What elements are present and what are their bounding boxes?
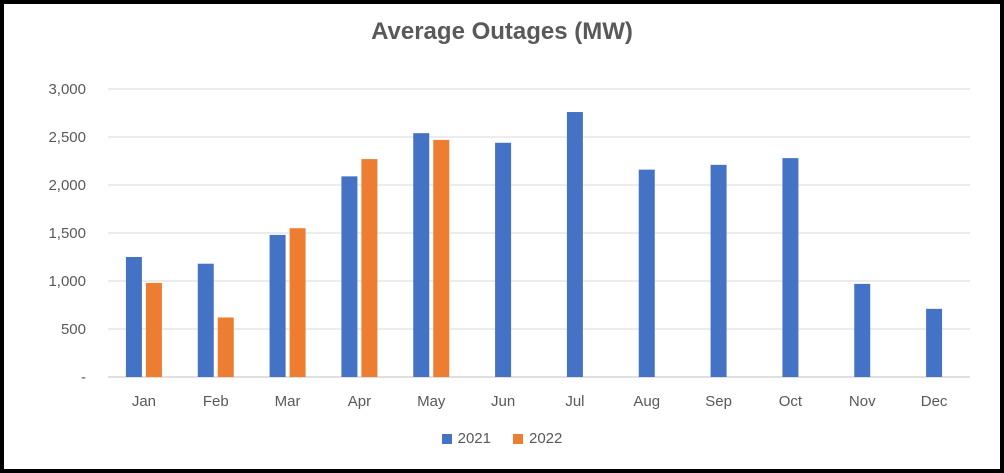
legend-swatch-2022	[513, 433, 523, 444]
legend-item-2022: 2022	[513, 430, 562, 447]
y-tick-label: 500	[61, 321, 86, 338]
bar-2022-feb	[217, 317, 234, 377]
y-tick-label: 1,000	[48, 273, 86, 290]
legend-label-2021: 2021	[457, 430, 491, 447]
x-tick-label: Jan	[132, 393, 156, 410]
bar-2021-sep	[710, 164, 727, 377]
bar-2021-aug	[638, 169, 655, 377]
bar-2021-may	[413, 133, 430, 377]
bar-2021-feb	[197, 263, 214, 377]
legend: 2021 2022	[0, 430, 1004, 447]
bars	[125, 112, 943, 377]
bar-2021-jul	[566, 112, 583, 377]
bar-2022-jan	[145, 282, 162, 377]
y-tick-label: 2,000	[48, 177, 86, 194]
x-tick-label: Feb	[203, 393, 229, 410]
bar-2021-jan	[125, 257, 142, 377]
x-tick-label: Jun	[491, 393, 515, 410]
chart-title: Average Outages (MW)	[371, 18, 633, 45]
bar-2021-nov	[854, 283, 871, 377]
legend-swatch-2021	[441, 433, 452, 444]
x-tick-label: Jul	[565, 393, 584, 410]
y-tick-label: 2,500	[48, 129, 86, 146]
x-tick-label: Oct	[779, 393, 803, 410]
bar-2022-apr	[361, 159, 378, 377]
bar-2021-apr	[341, 176, 358, 377]
gridlines	[108, 88, 970, 378]
bar-2021-dec	[926, 308, 943, 377]
bar-2021-oct	[782, 158, 799, 377]
x-axis-ticks: Jan Feb Mar Apr May Jun Jul Aug Sep Oct Nov Dec	[132, 393, 948, 410]
legend-item-2021: 2021	[441, 430, 491, 447]
x-tick-label: Mar	[275, 393, 301, 410]
bar-2021-mar	[269, 234, 286, 377]
y-tick-label: 3,000	[48, 81, 86, 98]
y-tick-label: -	[81, 369, 86, 386]
legend-label-2022: 2022	[529, 430, 563, 447]
x-tick-label: Aug	[633, 393, 660, 410]
x-tick-label: Nov	[849, 393, 876, 410]
bar-2021-jun	[495, 142, 512, 377]
x-tick-label: Dec	[921, 393, 948, 410]
bar-2022-mar	[289, 228, 306, 377]
x-tick-label: Apr	[348, 393, 371, 410]
y-axis-ticks: - 500 1,000 1,500 2,000 2,500 3,000	[48, 81, 86, 386]
bar-2022-may	[433, 139, 450, 377]
x-tick-label: Sep	[705, 393, 732, 410]
x-tick-label: May	[417, 393, 446, 410]
y-tick-label: 1,500	[48, 225, 86, 242]
